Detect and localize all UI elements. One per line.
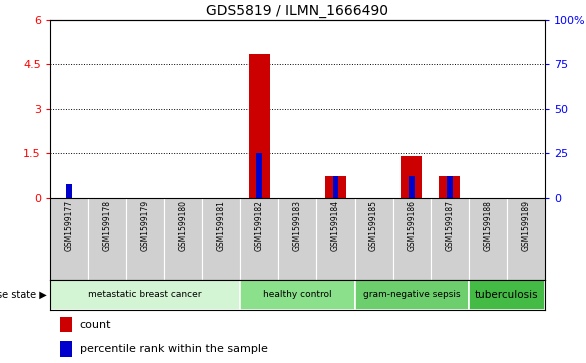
Bar bbox=[316, 198, 355, 280]
Bar bbox=[126, 198, 164, 280]
Bar bbox=[88, 198, 126, 280]
Bar bbox=[393, 198, 431, 280]
Text: GSM1599181: GSM1599181 bbox=[217, 200, 226, 251]
Bar bbox=[164, 198, 202, 280]
Text: GSM1599185: GSM1599185 bbox=[369, 200, 378, 251]
Text: GSM1599182: GSM1599182 bbox=[255, 200, 264, 251]
Text: GSM1599186: GSM1599186 bbox=[407, 200, 416, 251]
Title: GDS5819 / ILMN_1666490: GDS5819 / ILMN_1666490 bbox=[206, 4, 389, 17]
Text: disease state ▶: disease state ▶ bbox=[0, 290, 47, 300]
Text: count: count bbox=[80, 319, 111, 330]
Bar bbox=[240, 280, 355, 310]
Bar bbox=[249, 54, 270, 198]
Text: metastatic breast cancer: metastatic breast cancer bbox=[88, 290, 202, 299]
Bar bbox=[50, 280, 240, 310]
Text: GSM1599180: GSM1599180 bbox=[179, 200, 188, 251]
Text: GSM1599189: GSM1599189 bbox=[522, 200, 530, 251]
Text: tuberculosis: tuberculosis bbox=[475, 290, 539, 300]
Text: GSM1599184: GSM1599184 bbox=[331, 200, 340, 251]
Bar bbox=[333, 176, 338, 198]
Text: GSM1599177: GSM1599177 bbox=[64, 200, 73, 252]
Bar bbox=[278, 198, 316, 280]
Text: GSM1599178: GSM1599178 bbox=[103, 200, 111, 251]
Text: healthy control: healthy control bbox=[263, 290, 332, 299]
Bar bbox=[507, 198, 545, 280]
Text: GSM1599187: GSM1599187 bbox=[445, 200, 454, 251]
Bar bbox=[60, 341, 72, 357]
Bar bbox=[240, 198, 278, 280]
Bar bbox=[66, 184, 71, 198]
Bar bbox=[325, 176, 346, 198]
Text: percentile rank within the sample: percentile rank within the sample bbox=[80, 344, 267, 354]
Bar bbox=[50, 198, 88, 280]
Bar bbox=[202, 198, 240, 280]
Bar bbox=[60, 317, 72, 333]
Bar bbox=[355, 198, 393, 280]
Bar bbox=[401, 156, 422, 198]
Text: GSM1599179: GSM1599179 bbox=[141, 200, 149, 252]
Bar bbox=[440, 176, 460, 198]
Bar bbox=[469, 280, 545, 310]
Bar bbox=[469, 198, 507, 280]
Text: GSM1599188: GSM1599188 bbox=[483, 200, 492, 251]
Bar bbox=[447, 176, 452, 198]
Bar bbox=[409, 176, 414, 198]
Text: GSM1599183: GSM1599183 bbox=[293, 200, 302, 251]
Text: gram-negative sepsis: gram-negative sepsis bbox=[363, 290, 461, 299]
Bar bbox=[355, 280, 469, 310]
Bar bbox=[257, 153, 262, 198]
Bar bbox=[431, 198, 469, 280]
